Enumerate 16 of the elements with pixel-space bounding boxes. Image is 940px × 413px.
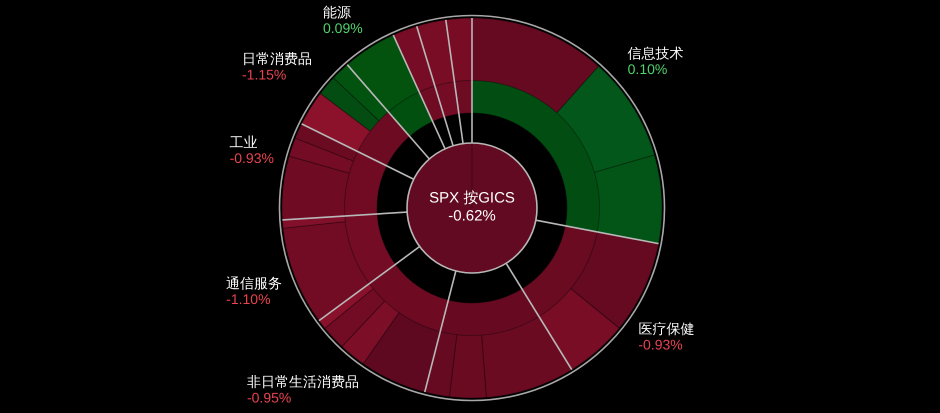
text: -0.95% xyxy=(246,389,292,406)
text: -0.62% xyxy=(448,208,496,225)
slice-label: 能源 xyxy=(322,4,351,20)
text: 0.09% xyxy=(322,20,363,36)
text: -0.93% xyxy=(230,150,274,166)
slice-label: 信息技术 xyxy=(628,45,684,62)
text: -1.15% xyxy=(242,66,286,83)
text: 0.10% xyxy=(628,61,668,78)
text: -0.93% xyxy=(638,336,683,352)
slice-label: SPX 按GICS xyxy=(429,190,515,207)
slice-label: 非日常生活消费品 xyxy=(246,373,359,390)
slice-label: 医疗保健 xyxy=(638,320,694,336)
slice-label: 工业 xyxy=(230,134,258,150)
text: -1.10% xyxy=(226,290,271,307)
slice-label: 通信服务 xyxy=(226,274,282,291)
slice-label: 日常消费品 xyxy=(242,50,312,67)
